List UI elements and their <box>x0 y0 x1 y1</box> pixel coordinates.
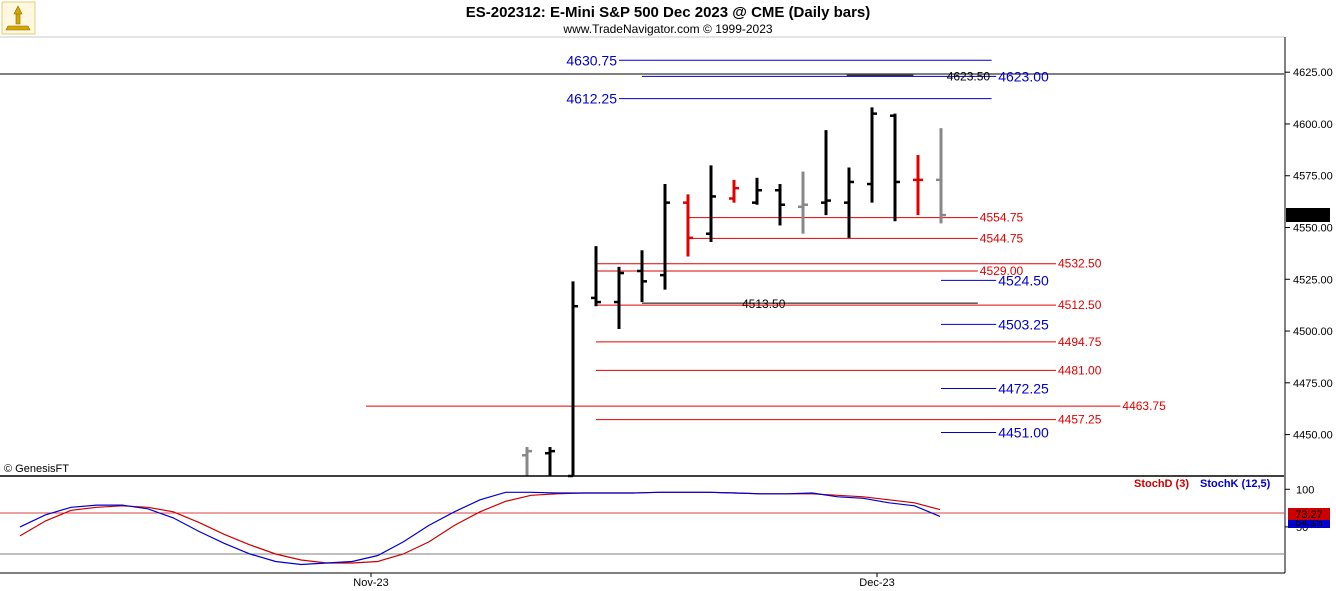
price-bar <box>545 447 555 476</box>
level-label: 4612.25 <box>566 91 617 107</box>
stochK-legend: StochK (12,5) <box>1200 478 1271 490</box>
price-bar <box>913 155 923 216</box>
price-tick-label: 4625.00 <box>1293 67 1333 79</box>
price-bar <box>660 184 670 290</box>
price-bar <box>752 177 762 205</box>
level-label: 4494.75 <box>1058 335 1102 349</box>
level-label: 4472.25 <box>998 381 1049 397</box>
time-label-dec: Dec-23 <box>859 577 894 589</box>
copyright-label: © GenesisFT <box>4 463 69 475</box>
price-bar <box>591 246 601 307</box>
price-bar <box>683 194 693 257</box>
level-label: 4503.25 <box>998 316 1049 332</box>
header-logo <box>1 1 36 35</box>
time-label-nov: Nov-23 <box>353 577 388 589</box>
level-label: 4623.00 <box>998 68 1049 84</box>
stochD-series-line <box>19 491 941 564</box>
level-label: 4529.00 <box>980 264 1024 278</box>
last-price-label: 4556.00 <box>1288 210 1328 222</box>
stochastic-panel: StochD (3) StochK (12,5) 10050 64.15 73.… <box>0 478 1330 566</box>
chart-subtitle: www.TradeNavigator.com © 1999-2023 <box>562 22 772 36</box>
price-bar <box>729 179 739 203</box>
price-axis: 4450.00 4475.00 4500.00 4525.00 4550.00 4575.… <box>1284 37 1333 573</box>
price-bar <box>844 167 854 238</box>
price-tick-label: 4475.00 <box>1293 378 1333 390</box>
price-bar <box>637 250 647 303</box>
price-bar <box>867 107 877 203</box>
price-bar <box>798 171 808 234</box>
level-label: 4457.25 <box>1058 413 1102 427</box>
price-axis-ticks: 4450.00 4475.00 4500.00 4525.00 4550.00 4575.… <box>1285 67 1333 442</box>
price-bar <box>890 113 900 222</box>
price-bar <box>522 447 532 476</box>
price-bar <box>706 165 716 243</box>
last-price-box <box>1286 208 1330 222</box>
level-label: 4463.75 <box>1122 399 1166 413</box>
price-tick-label: 4600.00 <box>1293 119 1333 131</box>
price-tick-label: 4575.00 <box>1293 171 1333 183</box>
level-lines: 4630.75 4623.00 4612.25 4623.50 4554.75 4544.… <box>366 52 1166 441</box>
price-bar <box>936 128 946 224</box>
price-tick-label: 4525.00 <box>1293 274 1333 286</box>
level-label: 4451.00 <box>998 425 1049 441</box>
level-label: 4532.50 <box>1058 257 1102 271</box>
price-panel: 4630.75 4623.00 4612.25 4623.50 4554.75 4544.… <box>0 36 1284 478</box>
price-bar <box>568 281 578 478</box>
stochD-legend: StochD (3) <box>1134 478 1189 490</box>
price-tick-label: 4500.00 <box>1293 326 1333 338</box>
price-bar <box>614 266 624 329</box>
chart-title: ES-202312: E-Mini S&P 500 Dec 2023 @ CME… <box>466 4 871 21</box>
level-label: 4524.50 <box>998 272 1049 288</box>
level-label: 4481.00 <box>1058 363 1102 377</box>
stochD-last-box <box>1288 508 1330 520</box>
price-tick-label: 4450.00 <box>1293 430 1333 442</box>
price-bars <box>522 107 946 478</box>
level-label: 4630.75 <box>566 52 617 68</box>
level-label: 4623.50 <box>947 69 991 83</box>
stoch-tick-label: 100 <box>1296 484 1314 496</box>
level-label: 4544.75 <box>980 231 1024 245</box>
level-label: 4513.50 <box>742 297 786 311</box>
time-axis: Nov-23 Dec-23 <box>0 572 1285 589</box>
stochK-series-line <box>19 491 941 566</box>
level-label: 4512.50 <box>1058 298 1102 312</box>
price-tick-label: 4550.00 <box>1293 223 1333 235</box>
price-bar <box>821 130 831 216</box>
level-label: 4554.75 <box>980 211 1024 225</box>
stochD-last-value: 73.27 <box>1295 509 1323 521</box>
price-bar <box>775 184 785 226</box>
